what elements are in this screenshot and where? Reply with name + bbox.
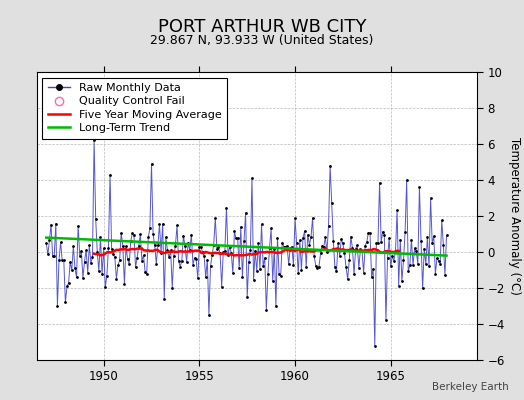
Text: Berkeley Earth: Berkeley Earth <box>432 382 508 392</box>
Text: PORT ARTHUR WB CITY: PORT ARTHUR WB CITY <box>158 18 366 36</box>
Y-axis label: Temperature Anomaly (°C): Temperature Anomaly (°C) <box>508 137 521 295</box>
Text: 29.867 N, 93.933 W (United States): 29.867 N, 93.933 W (United States) <box>150 34 374 47</box>
Legend: Raw Monthly Data, Quality Control Fail, Five Year Moving Average, Long-Term Tren: Raw Monthly Data, Quality Control Fail, … <box>42 78 227 139</box>
